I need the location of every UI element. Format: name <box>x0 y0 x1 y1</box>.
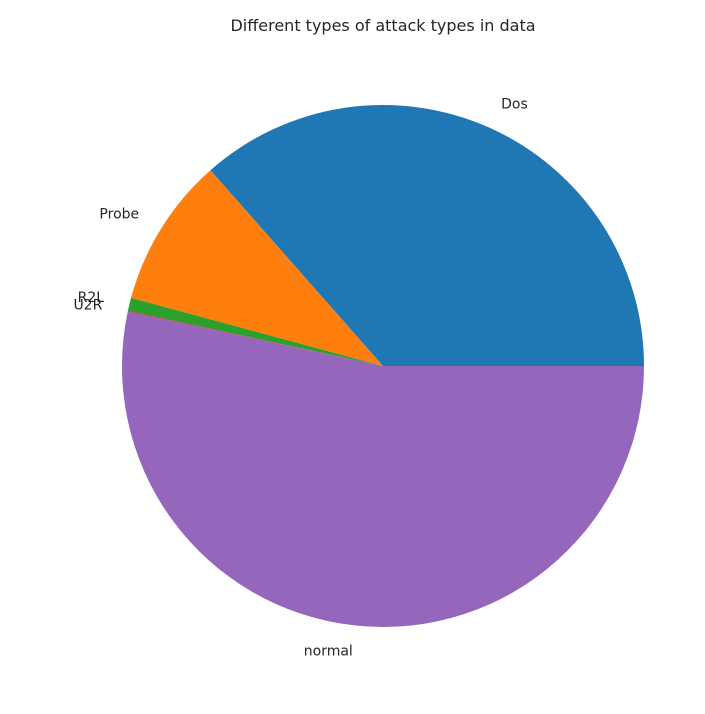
pie-slice-probe <box>131 170 383 366</box>
pie-slice-u2r <box>127 310 383 366</box>
pie-label-normal: normal <box>304 644 353 660</box>
pie-label-probe: Probe <box>99 206 139 222</box>
pie-slice-normal <box>122 311 645 628</box>
pie-label-u2r: U2R <box>73 298 102 314</box>
pie-slices <box>122 105 645 628</box>
pie-slice-dos <box>210 105 644 366</box>
pie-slice-r2l <box>127 297 384 366</box>
pie-label-dos: Dos <box>501 96 528 112</box>
pie-label-r2l: R2L <box>78 290 105 306</box>
chart-title: Different types of attack types in data <box>230 16 535 35</box>
